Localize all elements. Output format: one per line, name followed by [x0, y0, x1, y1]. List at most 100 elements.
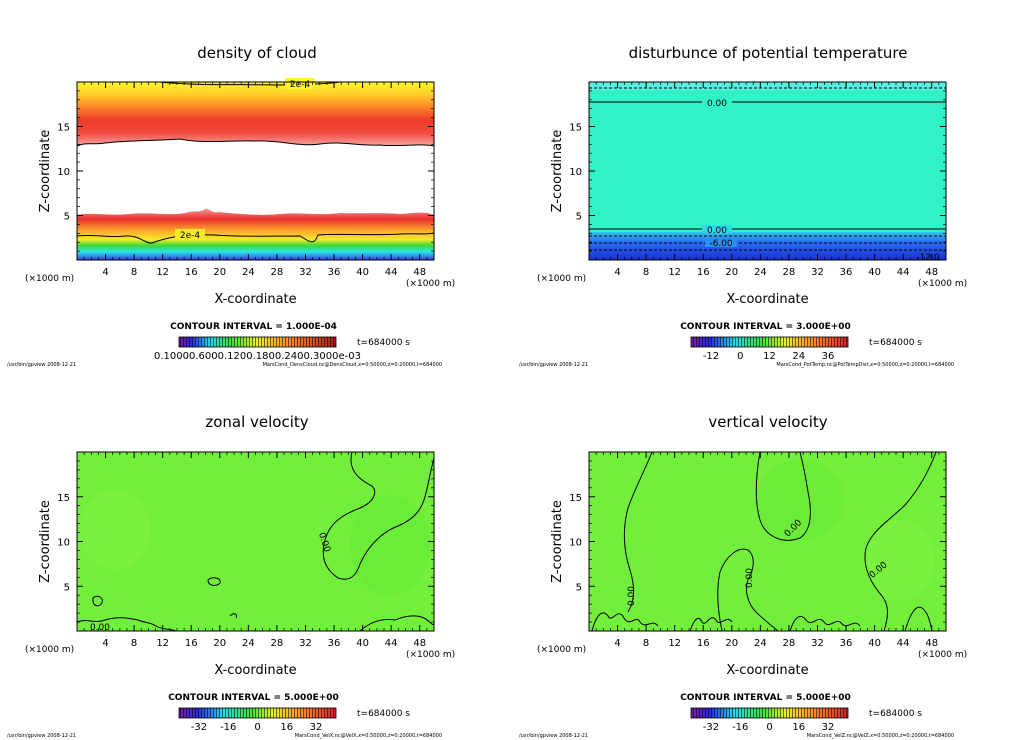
y-axis-title: Z-coordinate	[550, 500, 565, 583]
footer-left: /usr/bin/gpview 2008-12-21	[7, 362, 76, 368]
x-tick-label: 36	[840, 267, 853, 278]
contour-label: 0.00	[90, 623, 110, 633]
x-tick-label: 12	[156, 267, 169, 278]
contour-line	[76, 617, 177, 632]
footer-left: /usr/bin/gpview 2008-12-21	[519, 362, 588, 368]
y-tick-label: 10	[57, 167, 70, 178]
y-tick-label: 10	[569, 538, 582, 549]
x-tick-label: 36	[840, 638, 853, 649]
colorbar-frame	[178, 336, 337, 348]
x-tick-label: 16	[185, 267, 198, 278]
x-tick-label: 20	[725, 638, 738, 649]
z-scale-label: (×1000 m)	[537, 274, 586, 284]
x-tick-label: 48	[925, 267, 938, 278]
x-tick-label: 28	[783, 638, 796, 649]
colorbar-tick-label: 16	[792, 722, 805, 733]
plot-area: 0.00 0.00	[76, 451, 435, 633]
contour-label-bg	[175, 229, 205, 240]
x-tick-label: 16	[697, 638, 710, 649]
contour-label: 2e-4	[290, 80, 311, 90]
contour-line	[322, 451, 435, 580]
x-scale-label: (×1000 m)	[406, 650, 455, 660]
y-axis-title: Z-coordinate	[38, 130, 53, 213]
colorbar-stripes	[179, 708, 336, 718]
x-tick-label: 44	[385, 638, 398, 649]
x-axis-title: X-coordinate	[726, 292, 808, 307]
field-patch	[755, 460, 845, 540]
chart-title: zonal velocity	[205, 413, 308, 431]
contour-interval-label: CONTOUR INTERVAL = 5.000E+00	[168, 693, 339, 703]
contour-label-bg	[285, 78, 315, 89]
x-tick-label: 44	[897, 638, 910, 649]
colorbar-frame	[690, 707, 849, 719]
panel-potential-temperature: disturbunce of potential temperature 0.0…	[588, 44, 947, 263]
x-tick-label: 40	[356, 267, 369, 278]
contour-interval-label: CONTOUR INTERVAL = 1.000E-04	[170, 322, 337, 332]
field-patch	[865, 520, 935, 600]
contour-label: -12.0	[916, 253, 940, 263]
x-tick-label: 20	[213, 267, 226, 278]
x-scale-label: (×1000 m)	[406, 279, 455, 289]
x-tick-label: 24	[242, 267, 255, 278]
x-tick-label: 32	[299, 638, 312, 649]
x-tick-label: 44	[897, 267, 910, 278]
colorbar-tick-label: 0	[766, 722, 772, 733]
x-tick-label: 4	[614, 267, 620, 278]
colorbar-tick-label: 0	[737, 351, 743, 362]
x-axis-title: X-coordinate	[726, 663, 808, 678]
contour-label: -6.00	[709, 239, 733, 249]
colorbar-tick-label: 36	[822, 351, 835, 362]
colorbar-tick-label: 12	[763, 351, 776, 362]
panel-vertical-velocity: vertical velocity 0.00 0.00 0.00 0.00	[588, 413, 947, 632]
plot-area: 2e-4 2e-4	[76, 78, 435, 261]
x-tick-label: 48	[413, 638, 426, 649]
colorbar-tick-label: 24	[792, 351, 805, 362]
x-tick-label: 8	[643, 638, 649, 649]
contour-line	[591, 612, 659, 632]
x-tick-label: 28	[271, 638, 284, 649]
y-tick-label: 5	[576, 212, 582, 223]
x-tick-label: 8	[643, 267, 649, 278]
colorbar-tick-label: 32	[310, 722, 323, 733]
contour-line	[755, 451, 811, 541]
x-tick-label: 12	[668, 638, 681, 649]
colorbar-tick-label: -16	[220, 722, 236, 733]
x-tick-label: 12	[156, 638, 169, 649]
x-scale-label: (×1000 m)	[918, 650, 967, 660]
contour-label-bg	[702, 225, 732, 233]
time-label: t=684000 s	[869, 709, 922, 719]
y-tick-label: 15	[57, 493, 70, 504]
contour-label: 0.00	[707, 226, 727, 236]
contour-line	[689, 617, 733, 632]
x-axis-title: X-coordinate	[214, 663, 296, 678]
colorbar-tick-label: 32	[822, 722, 835, 733]
field-band	[589, 82, 946, 90]
panel-zonal-velocity: zonal velocity 0.00 0.00	[76, 413, 435, 633]
y-tick-label: 5	[576, 582, 582, 593]
z-scale-label: (×1000 m)	[25, 274, 74, 284]
contour-label: 2e-4	[180, 231, 201, 241]
y-tick-label: 10	[569, 167, 582, 178]
x-tick-label: 8	[131, 267, 137, 278]
time-label: t=684000 s	[357, 338, 410, 348]
contour-interval-label: CONTOUR INTERVAL = 5.000E+00	[680, 693, 851, 703]
x-tick-label: 24	[242, 638, 255, 649]
footer-right: MarsCond_PotTemp.nc@PotTempDist,x=0:5000…	[776, 362, 954, 368]
footer-right: MarsCond_DensCloud.nc@DensCloud,x=0:5000…	[263, 362, 442, 368]
x-tick-label: 8	[131, 638, 137, 649]
field-patch	[80, 490, 150, 570]
y-tick-label: 5	[64, 212, 70, 223]
x-tick-label: 48	[925, 638, 938, 649]
contour-line	[623, 451, 653, 613]
contour-line	[864, 451, 937, 632]
chart-title: vertical velocity	[708, 413, 827, 431]
footer-left: /usr/bin/gpview 2008-12-21	[519, 733, 588, 739]
colorbar-stripes	[691, 337, 848, 347]
cloud-upper-layer	[77, 82, 434, 146]
y-tick-label: 15	[57, 123, 70, 134]
x-tick-label: 40	[868, 267, 881, 278]
colorbar-tick-label: -32	[703, 722, 719, 733]
panel-density-of-cloud: density of cloud 2e-4 2e-4	[76, 44, 435, 261]
